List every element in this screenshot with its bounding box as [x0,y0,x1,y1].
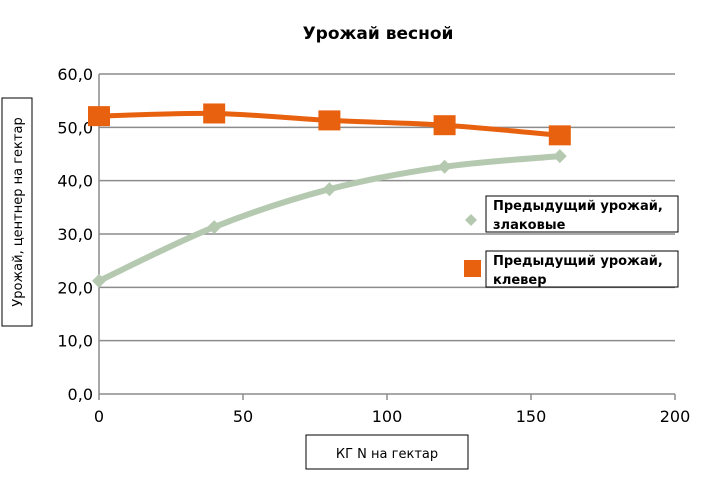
y-tick-label: 0,0 [68,385,93,404]
legend-marker [464,260,481,277]
x-tick-label: 200 [660,407,691,426]
data-point [437,159,452,174]
x-axis-title: КГ N на гектар [305,434,469,470]
chart-title: Урожай весной [303,24,454,44]
legend-box [485,250,679,288]
data-point [552,149,567,164]
legend-marker [465,214,477,226]
legend-label: Предыдущий урожай, [493,254,663,269]
data-point [203,103,226,124]
y-axis-label: Урожай, центнер на гектар [11,117,26,306]
x-axis-label: КГ N на гектар [336,447,438,462]
legend-label: Предыдущий урожай, [493,199,663,214]
data-point [207,220,222,235]
legend-item-2: Предыдущий урожай, клевер [464,250,679,288]
data-point [548,125,571,146]
x-tick-labels: 0 50 100 150 200 [94,407,690,426]
y-tick-label: 10,0 [57,332,93,351]
data-point [322,182,337,197]
y-tick-label: 40,0 [57,172,93,191]
y-tick-labels: 0,0 10,0 20,0 30,0 40,0 50,0 60,0 [57,65,93,404]
x-tick-label: 150 [516,407,547,426]
legend-label: злаковые [493,218,566,233]
y-tick-label: 60,0 [57,65,93,84]
y-tick-label: 30,0 [57,225,93,244]
y-tick-label: 50,0 [57,118,93,137]
data-point [88,106,110,127]
data-point [92,273,106,288]
data-point [433,115,456,136]
series-1 [92,149,567,288]
y-tick-label: 20,0 [57,278,93,297]
x-tick-label: 50 [233,407,253,426]
legend-box [485,195,679,233]
data-point [318,110,341,131]
axes [98,74,676,400]
x-tick-label: 0 [94,407,104,426]
legend-label: клевер [493,273,547,288]
series [88,103,571,288]
y-axis-title: Урожай, центнер на гектар [1,97,33,327]
legend-item-1: Предыдущий урожай, злаковые [465,195,679,233]
x-tick-label: 100 [372,407,403,426]
series-2 [88,103,571,146]
